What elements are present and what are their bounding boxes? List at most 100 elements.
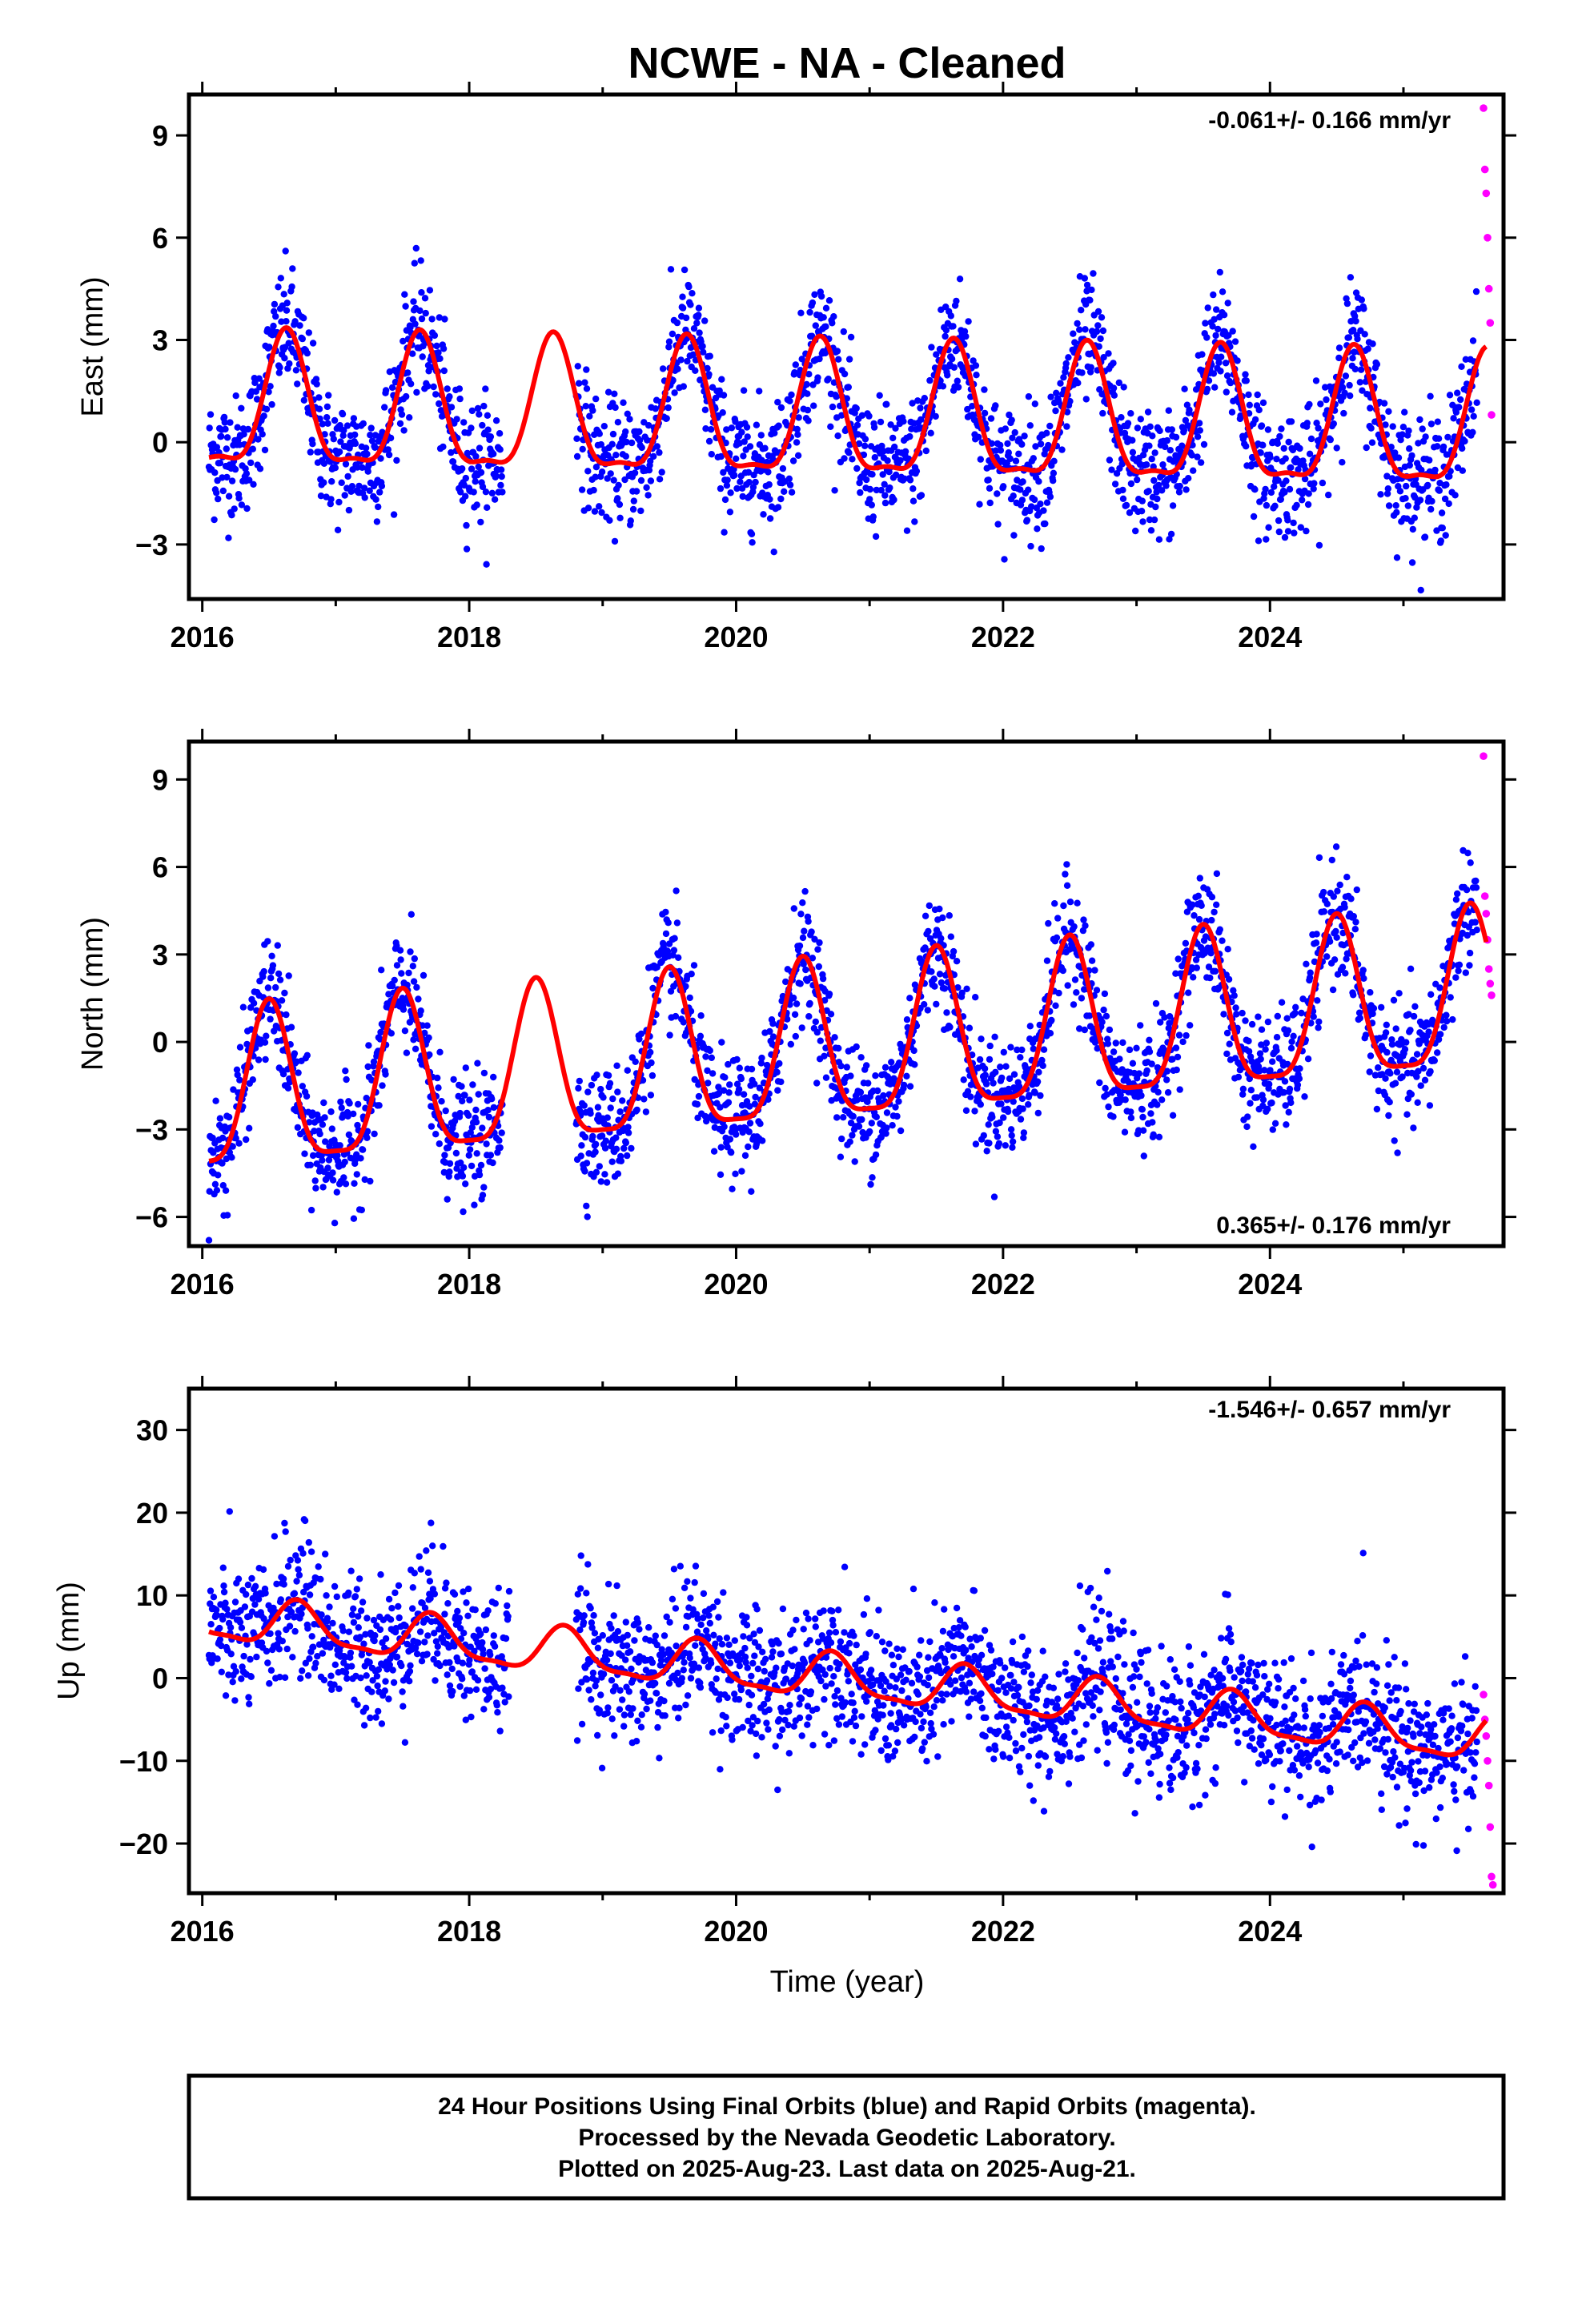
east-y-axis-label: East (mm): [76, 276, 110, 416]
north-final-orbit-point: [895, 1098, 902, 1105]
north-final-orbit-point: [883, 1124, 890, 1132]
east-final-orbit-point: [1315, 424, 1322, 432]
east-final-orbit-point: [1243, 443, 1250, 450]
north-final-orbit-point: [450, 1076, 457, 1084]
east-final-orbit-point: [870, 424, 878, 431]
north-final-orbit-point: [1248, 1020, 1256, 1028]
north-final-orbit-point: [978, 1035, 985, 1043]
north-final-orbit-point: [1208, 916, 1215, 924]
east-final-orbit-point: [1082, 326, 1089, 333]
north-final-orbit-point: [587, 1110, 594, 1117]
north-final-orbit-point: [1054, 915, 1062, 922]
north-final-orbit-point: [1154, 1101, 1161, 1108]
east-final-orbit-point: [820, 314, 827, 321]
east-final-orbit-point: [252, 388, 259, 395]
north-final-orbit-point: [597, 1085, 604, 1093]
east-final-orbit-point: [1152, 503, 1159, 511]
east-final-orbit-point: [225, 534, 232, 541]
east-final-orbit-point: [334, 526, 342, 533]
north-final-orbit-point: [597, 1178, 604, 1185]
north-final-orbit-point: [1281, 1078, 1289, 1085]
east-final-orbit-point: [950, 364, 958, 371]
north-final-orbit-point: [475, 1091, 482, 1098]
north-final-orbit-point: [1174, 1053, 1182, 1061]
north-final-orbit-point: [1074, 899, 1081, 907]
east-final-orbit-point: [840, 328, 848, 336]
up-final-orbit-point: [371, 1632, 379, 1639]
north-final-orbit-point: [212, 1097, 219, 1104]
north-final-orbit-point: [584, 1088, 592, 1096]
north-final-orbit-point: [725, 1099, 733, 1106]
north-final-orbit-point: [358, 1206, 365, 1214]
east-final-orbit-point: [341, 492, 348, 499]
north-final-orbit-point: [375, 1102, 383, 1109]
east-final-orbit-point: [830, 313, 837, 320]
east-final-orbit-point: [1373, 360, 1381, 368]
north-final-orbit-point: [1020, 1129, 1028, 1136]
north-final-orbit-point: [1367, 989, 1374, 996]
north-final-orbit-point: [1452, 896, 1460, 903]
east-final-orbit-point: [275, 369, 283, 376]
north-final-orbit-point: [223, 1212, 231, 1219]
east-final-orbit-point: [659, 365, 667, 372]
north-final-orbit-point: [1336, 881, 1343, 889]
east-final-orbit-point: [1245, 391, 1252, 399]
north-final-orbit-point: [799, 899, 806, 907]
east-final-orbit-point: [726, 509, 734, 516]
east-final-orbit-point: [497, 481, 504, 489]
east-final-orbit-point: [408, 380, 415, 388]
east-final-orbit-point: [1138, 508, 1146, 515]
east-final-orbit-point: [1228, 408, 1236, 416]
east-final-orbit-point: [232, 392, 239, 400]
north-final-orbit-point: [728, 1148, 735, 1156]
east-final-orbit-point: [724, 476, 731, 484]
north-final-orbit-point: [1264, 1018, 1272, 1026]
north-final-orbit-point: [592, 1148, 599, 1156]
east-final-orbit-point: [853, 404, 860, 412]
east-final-orbit-point: [1110, 392, 1118, 399]
up-final-orbit-point: [236, 1618, 244, 1626]
north-final-orbit-point: [1110, 1048, 1118, 1055]
east-final-orbit-point: [598, 468, 606, 476]
north-final-orbit-point: [613, 1062, 620, 1070]
north-final-orbit-point: [1000, 1114, 1007, 1121]
north-final-orbit-point: [1018, 1046, 1026, 1054]
up-final-orbit-point: [293, 1578, 300, 1585]
north-final-orbit-point: [688, 971, 695, 978]
east-final-orbit-point: [797, 309, 805, 316]
east-final-orbit-point: [1427, 420, 1435, 428]
north-final-orbit-point: [1431, 1057, 1439, 1064]
north-final-orbit-point: [1122, 1096, 1129, 1104]
east-final-orbit-point: [1427, 392, 1434, 400]
north-final-orbit-point: [813, 1080, 821, 1087]
north-final-orbit-point: [476, 1171, 484, 1179]
east-final-orbit-point: [868, 501, 876, 509]
east-final-orbit-point: [283, 300, 291, 307]
east-final-orbit-point: [849, 456, 856, 463]
east-final-orbit-point: [805, 417, 812, 424]
east-final-orbit-point: [376, 489, 383, 496]
north-final-orbit-point: [1017, 1054, 1024, 1061]
east-final-orbit-point: [829, 403, 837, 411]
east-final-orbit-point: [647, 477, 655, 485]
east-final-orbit-point: [1304, 501, 1312, 509]
east-final-orbit-point: [278, 318, 285, 325]
east-final-orbit-point: [428, 316, 436, 323]
east-final-orbit-point: [216, 460, 224, 467]
east-final-orbit-point: [863, 476, 870, 484]
up-final-orbit-point: [320, 1676, 328, 1684]
east-final-orbit-point: [1446, 392, 1454, 399]
east-final-orbit-point: [1106, 456, 1114, 464]
east-final-orbit-point: [757, 432, 765, 439]
east-final-orbit-point: [460, 419, 468, 426]
east-final-orbit-point: [320, 479, 327, 486]
north-final-orbit-point: [1269, 1058, 1276, 1065]
east-final-orbit-point: [1070, 330, 1077, 337]
east-final-orbit-point: [1428, 497, 1435, 505]
east-final-orbit-point: [411, 259, 418, 267]
north-final-orbit-point: [311, 1177, 319, 1184]
east-final-orbit-point: [477, 468, 485, 476]
east-x-tick-label: 2020: [704, 621, 768, 653]
north-final-orbit-point: [407, 948, 414, 955]
